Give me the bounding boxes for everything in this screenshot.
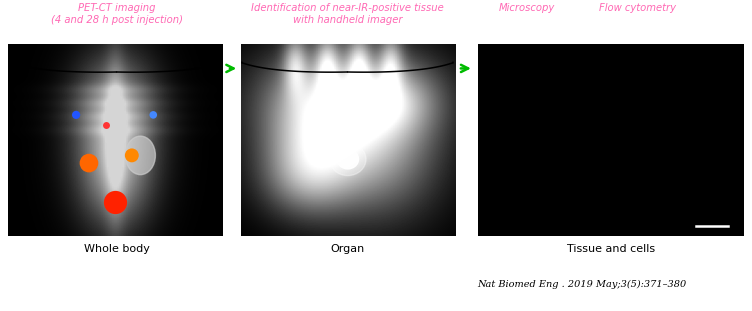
Ellipse shape — [690, 102, 705, 113]
Text: PET-CT imaging
(4 and 28 h post injection): PET-CT imaging (4 and 28 h post injectio… — [50, 3, 183, 25]
Ellipse shape — [625, 205, 644, 219]
Ellipse shape — [574, 161, 596, 180]
Ellipse shape — [634, 86, 650, 98]
Ellipse shape — [538, 101, 543, 104]
Ellipse shape — [531, 155, 552, 168]
Ellipse shape — [337, 150, 359, 169]
Ellipse shape — [558, 179, 576, 191]
Ellipse shape — [586, 138, 609, 149]
Point — [108, 199, 120, 204]
Point — [126, 153, 138, 158]
Ellipse shape — [578, 142, 599, 155]
Ellipse shape — [623, 76, 628, 80]
Text: Microscopy: Microscopy — [499, 3, 554, 13]
Ellipse shape — [714, 106, 735, 121]
Ellipse shape — [514, 142, 531, 153]
Ellipse shape — [629, 84, 634, 87]
Ellipse shape — [628, 114, 644, 128]
Ellipse shape — [650, 82, 655, 85]
Text: Identification of near-IR-positive tissue
with handheld imager: Identification of near-IR-positive tissu… — [251, 3, 444, 25]
Ellipse shape — [611, 121, 615, 124]
Ellipse shape — [623, 73, 647, 90]
Ellipse shape — [601, 86, 614, 100]
Ellipse shape — [563, 161, 584, 174]
Text: Nat Biomed Eng . 2019 May;3(5):371–380: Nat Biomed Eng . 2019 May;3(5):371–380 — [478, 280, 687, 289]
Text: Tissue and cells: Tissue and cells — [566, 244, 655, 254]
Ellipse shape — [556, 162, 582, 175]
Ellipse shape — [549, 114, 553, 117]
Ellipse shape — [329, 143, 366, 176]
Ellipse shape — [709, 155, 714, 158]
Ellipse shape — [677, 106, 692, 118]
Ellipse shape — [640, 193, 659, 209]
Ellipse shape — [699, 142, 718, 155]
Point — [70, 112, 82, 117]
Ellipse shape — [644, 194, 661, 203]
Ellipse shape — [596, 133, 601, 137]
Ellipse shape — [588, 102, 608, 119]
Ellipse shape — [632, 117, 643, 128]
Ellipse shape — [682, 175, 699, 185]
Ellipse shape — [529, 181, 533, 184]
Ellipse shape — [580, 168, 593, 183]
Ellipse shape — [661, 159, 680, 174]
Ellipse shape — [520, 163, 540, 175]
Ellipse shape — [548, 136, 568, 151]
PathPatch shape — [478, 44, 749, 236]
Ellipse shape — [636, 135, 653, 147]
Ellipse shape — [541, 201, 562, 214]
Ellipse shape — [520, 92, 535, 104]
Ellipse shape — [608, 150, 625, 159]
Text: Flow cytometry: Flow cytometry — [599, 3, 676, 13]
Ellipse shape — [607, 161, 620, 177]
Ellipse shape — [502, 143, 506, 147]
Ellipse shape — [646, 169, 666, 180]
Ellipse shape — [642, 209, 656, 221]
Text: Whole body: Whole body — [83, 244, 150, 254]
Point — [83, 160, 95, 165]
Ellipse shape — [513, 125, 530, 138]
Point — [147, 112, 159, 117]
Ellipse shape — [126, 136, 156, 175]
Ellipse shape — [715, 113, 737, 125]
Ellipse shape — [713, 100, 726, 109]
Ellipse shape — [609, 53, 628, 72]
Ellipse shape — [606, 173, 620, 182]
Ellipse shape — [667, 143, 672, 146]
Ellipse shape — [536, 181, 552, 193]
Ellipse shape — [654, 125, 659, 129]
Ellipse shape — [555, 104, 575, 117]
Ellipse shape — [529, 131, 542, 142]
Ellipse shape — [504, 167, 527, 179]
Ellipse shape — [501, 156, 517, 167]
Ellipse shape — [584, 141, 601, 152]
Text: Organ: Organ — [330, 244, 365, 254]
Point — [100, 122, 112, 127]
Ellipse shape — [684, 128, 690, 131]
Ellipse shape — [710, 147, 732, 165]
